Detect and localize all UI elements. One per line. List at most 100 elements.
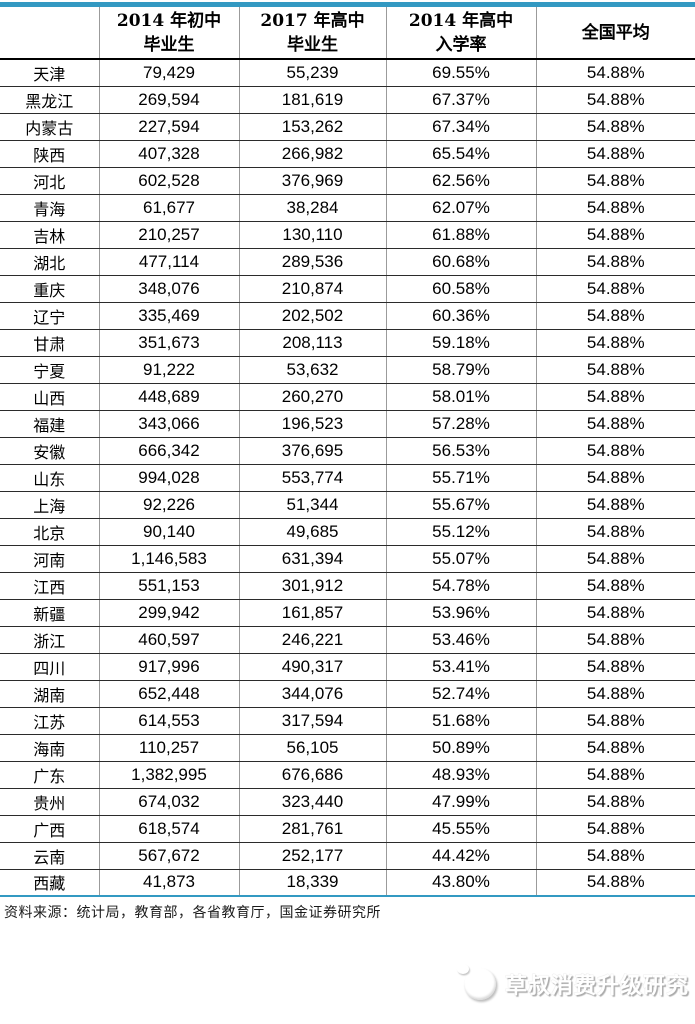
province-cell: 江西 (0, 572, 100, 600)
value-cell: 54.88% (536, 167, 695, 195)
value-cell: 343,066 (99, 410, 240, 438)
table-row: 湖南 652,448 344,076 52.74% 54.88% (0, 680, 695, 708)
table-row: 四川 917,996 490,317 53.41% 54.88% (0, 653, 695, 681)
value-cell: 54.88% (536, 599, 695, 627)
table-row: 江西 551,153 301,912 54.78% 54.88% (0, 572, 695, 600)
value-cell: 54.88% (536, 788, 695, 816)
value-cell: 676,686 (239, 761, 387, 789)
province-cell: 黑龙江 (0, 86, 100, 114)
value-cell: 47.99% (386, 788, 537, 816)
value-cell: 1,382,995 (99, 761, 240, 789)
value-cell: 344,076 (239, 680, 387, 708)
value-cell: 51,344 (239, 491, 387, 519)
value-cell: 130,110 (239, 221, 387, 249)
value-cell: 45.55% (386, 815, 537, 843)
value-cell: 460,597 (99, 626, 240, 654)
value-cell: 43.80% (386, 869, 537, 897)
value-cell: 54.88% (536, 86, 695, 114)
province-cell: 山东 (0, 464, 100, 492)
header-2017-senior-graduates: 2017 年高中 毕业生 (239, 7, 387, 60)
value-cell: 666,342 (99, 437, 240, 465)
province-cell: 甘肃 (0, 329, 100, 357)
value-cell: 48.93% (386, 761, 537, 789)
province-cell: 江苏 (0, 707, 100, 735)
value-cell: 55.07% (386, 545, 537, 573)
value-cell: 54.88% (536, 680, 695, 708)
table-row: 北京 90,140 49,685 55.12% 54.88% (0, 518, 695, 546)
value-cell: 65.54% (386, 140, 537, 168)
value-cell: 60.68% (386, 248, 537, 276)
value-cell: 44.42% (386, 842, 537, 870)
table-row: 西藏 41,873 18,339 43.80% 54.88% (0, 869, 695, 897)
value-cell: 54.88% (536, 194, 695, 222)
table-body: 天津 79,429 55,239 69.55% 54.88% 黑龙江 269,594 181,… (0, 59, 695, 897)
table-row: 青海 61,677 38,284 62.07% 54.88% (0, 194, 695, 222)
value-cell: 54.88% (536, 707, 695, 735)
table-row: 天津 79,429 55,239 69.55% 54.88% (0, 59, 695, 87)
watermark-text: 草叔消费升级研究 (504, 973, 689, 999)
province-cell: 广西 (0, 815, 100, 843)
header-line: 2017 年高中 (260, 10, 365, 31)
value-cell: 260,270 (239, 383, 387, 411)
province-cell: 西藏 (0, 869, 100, 897)
value-cell: 227,594 (99, 113, 240, 141)
source-note: 资料来源：统计局，教育部，各省教育厅，国金证券研究所 (4, 905, 381, 921)
value-cell: 490,317 (239, 653, 387, 681)
value-cell: 41,873 (99, 869, 240, 897)
table-row: 江苏 614,553 317,594 51.68% 54.88% (0, 707, 695, 735)
table-row: 新疆 299,942 161,857 53.96% 54.88% (0, 599, 695, 627)
table-row: 广西 618,574 281,761 45.55% 54.88% (0, 815, 695, 843)
value-cell: 289,536 (239, 248, 387, 276)
panda-circle-logo-icon (456, 964, 496, 1000)
value-cell: 18,339 (239, 869, 387, 897)
province-cell: 青海 (0, 194, 100, 222)
value-cell: 54.88% (536, 734, 695, 762)
value-cell: 69.55% (386, 59, 537, 87)
value-cell: 79,429 (99, 59, 240, 87)
value-cell: 54.88% (536, 518, 695, 546)
value-cell: 153,262 (239, 113, 387, 141)
value-cell: 38,284 (239, 194, 387, 222)
value-cell: 252,177 (239, 842, 387, 870)
value-cell: 614,553 (99, 707, 240, 735)
value-cell: 67.37% (386, 86, 537, 114)
table-row: 重庆 348,076 210,874 60.58% 54.88% (0, 275, 695, 303)
value-cell: 56.53% (386, 437, 537, 465)
value-cell: 448,689 (99, 383, 240, 411)
value-cell: 54.88% (536, 626, 695, 654)
header-line: 2014 年初中 (116, 10, 222, 31)
value-cell: 210,874 (239, 275, 387, 303)
table-row: 甘肃 351,673 208,113 59.18% 54.88% (0, 329, 695, 357)
table-row: 云南 567,672 252,177 44.42% 54.88% (0, 842, 695, 870)
value-cell: 323,440 (239, 788, 387, 816)
header-2014-junior-graduates: 2014 年初中 毕业生 (99, 7, 240, 60)
value-cell: 53.41% (386, 653, 537, 681)
table-row: 河南 1,146,583 631,394 55.07% 54.88% (0, 545, 695, 573)
value-cell: 351,673 (99, 329, 240, 357)
value-cell: 53,632 (239, 356, 387, 384)
value-cell: 54.88% (536, 248, 695, 276)
header-2014-enrollment-rate: 2014 年高中 入学率 (386, 7, 537, 60)
value-cell: 54.88% (536, 302, 695, 330)
value-cell: 55.12% (386, 518, 537, 546)
header-line: 毕业生 (143, 34, 195, 55)
value-cell: 54.88% (536, 572, 695, 600)
table-row: 上海 92,226 51,344 55.67% 54.88% (0, 491, 695, 519)
value-cell: 54.78% (386, 572, 537, 600)
value-cell: 54.88% (536, 59, 695, 87)
province-cell: 四川 (0, 653, 100, 681)
province-cell: 河北 (0, 167, 100, 195)
province-cell: 上海 (0, 491, 100, 519)
table-row: 内蒙古 227,594 153,262 67.34% 54.88% (0, 113, 695, 141)
value-cell: 477,114 (99, 248, 240, 276)
province-cell: 浙江 (0, 626, 100, 654)
value-cell: 54.88% (536, 221, 695, 249)
value-cell: 301,912 (239, 572, 387, 600)
province-cell: 湖南 (0, 680, 100, 708)
value-cell: 376,969 (239, 167, 387, 195)
value-cell: 376,695 (239, 437, 387, 465)
table-row: 陕西 407,328 266,982 65.54% 54.88% (0, 140, 695, 168)
accent-top-rule (0, 2, 695, 7)
value-cell: 57.28% (386, 410, 537, 438)
value-cell: 62.07% (386, 194, 537, 222)
